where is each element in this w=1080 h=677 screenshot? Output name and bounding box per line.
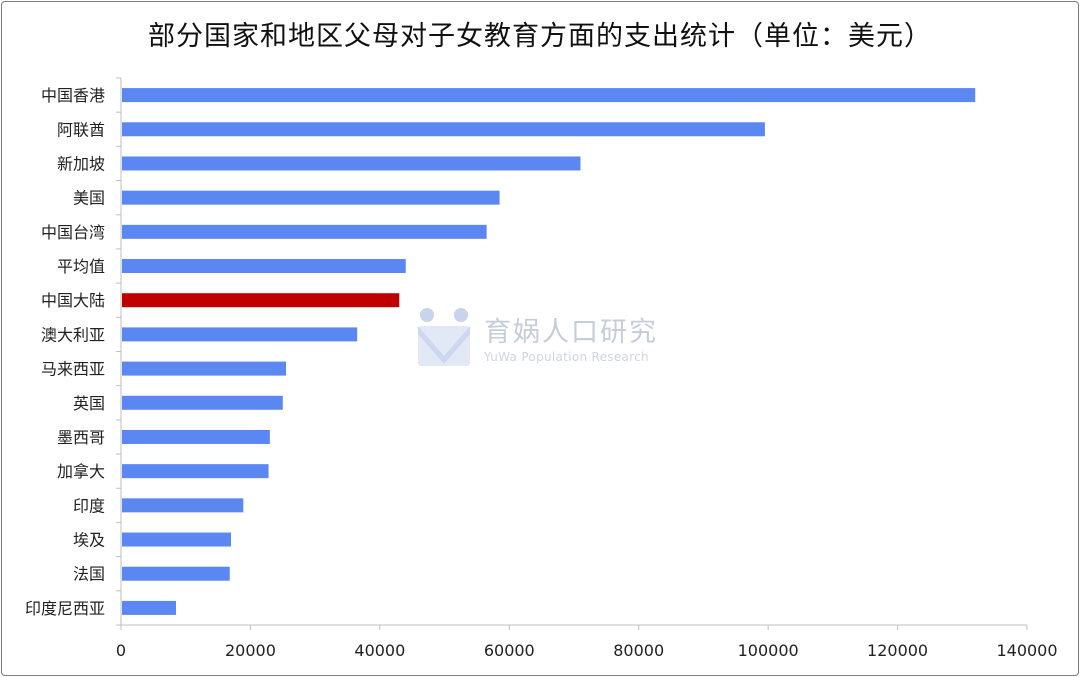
x-tick-label: 20000 xyxy=(225,641,276,660)
x-tick-label: 100000 xyxy=(738,641,799,660)
bar-highlight xyxy=(122,293,400,308)
x-tick-label: 0 xyxy=(116,641,126,660)
y-tick-label: 法国 xyxy=(73,565,105,584)
y-tick-label: 印度 xyxy=(73,496,105,515)
bar xyxy=(122,122,765,137)
bar xyxy=(122,327,358,342)
bar xyxy=(122,395,283,410)
bar xyxy=(122,566,230,581)
watermark-title: 育娲人口研究 xyxy=(484,317,658,348)
bar xyxy=(122,429,270,444)
y-tick-label: 中国香港 xyxy=(41,86,105,105)
y-tick-label: 埃及 xyxy=(73,531,105,550)
watermark-logo-icon xyxy=(418,308,470,366)
y-tick-label: 中国大陆 xyxy=(41,291,105,310)
y-tick-label: 新加坡 xyxy=(57,154,105,173)
bar xyxy=(122,156,581,171)
y-tick-label: 平均值 xyxy=(57,257,105,276)
x-tick-label: 40000 xyxy=(354,641,405,660)
bar xyxy=(122,498,244,513)
bar xyxy=(122,259,406,274)
y-tick-label: 加拿大 xyxy=(57,462,105,481)
x-tick-label: 60000 xyxy=(484,641,535,660)
bar xyxy=(122,224,487,239)
bar xyxy=(122,532,232,547)
bar xyxy=(122,464,269,479)
chart-title: 部分国家和地区父母对子女教育方面的支出统计（单位：美元） xyxy=(148,21,932,52)
y-tick-label: 印度尼西亚 xyxy=(25,599,105,618)
y-tick-label: 澳大利亚 xyxy=(41,325,105,344)
y-tick-label: 马来西亚 xyxy=(41,360,105,379)
bar xyxy=(122,88,976,103)
bar xyxy=(122,361,287,376)
watermark-subtitle: YuWa Population Research xyxy=(484,350,649,364)
y-tick-label: 英国 xyxy=(73,394,105,413)
x-tick-label: 120000 xyxy=(867,641,928,660)
y-tick-label: 中国台湾 xyxy=(41,223,105,242)
y-tick-label: 美国 xyxy=(73,189,105,208)
x-tick-label: 140000 xyxy=(996,641,1057,660)
y-tick-label: 墨西哥 xyxy=(57,428,105,447)
y-tick-label: 阿联酋 xyxy=(57,120,105,139)
bar xyxy=(122,600,177,615)
x-tick-label: 80000 xyxy=(613,641,664,660)
bar xyxy=(122,190,500,205)
